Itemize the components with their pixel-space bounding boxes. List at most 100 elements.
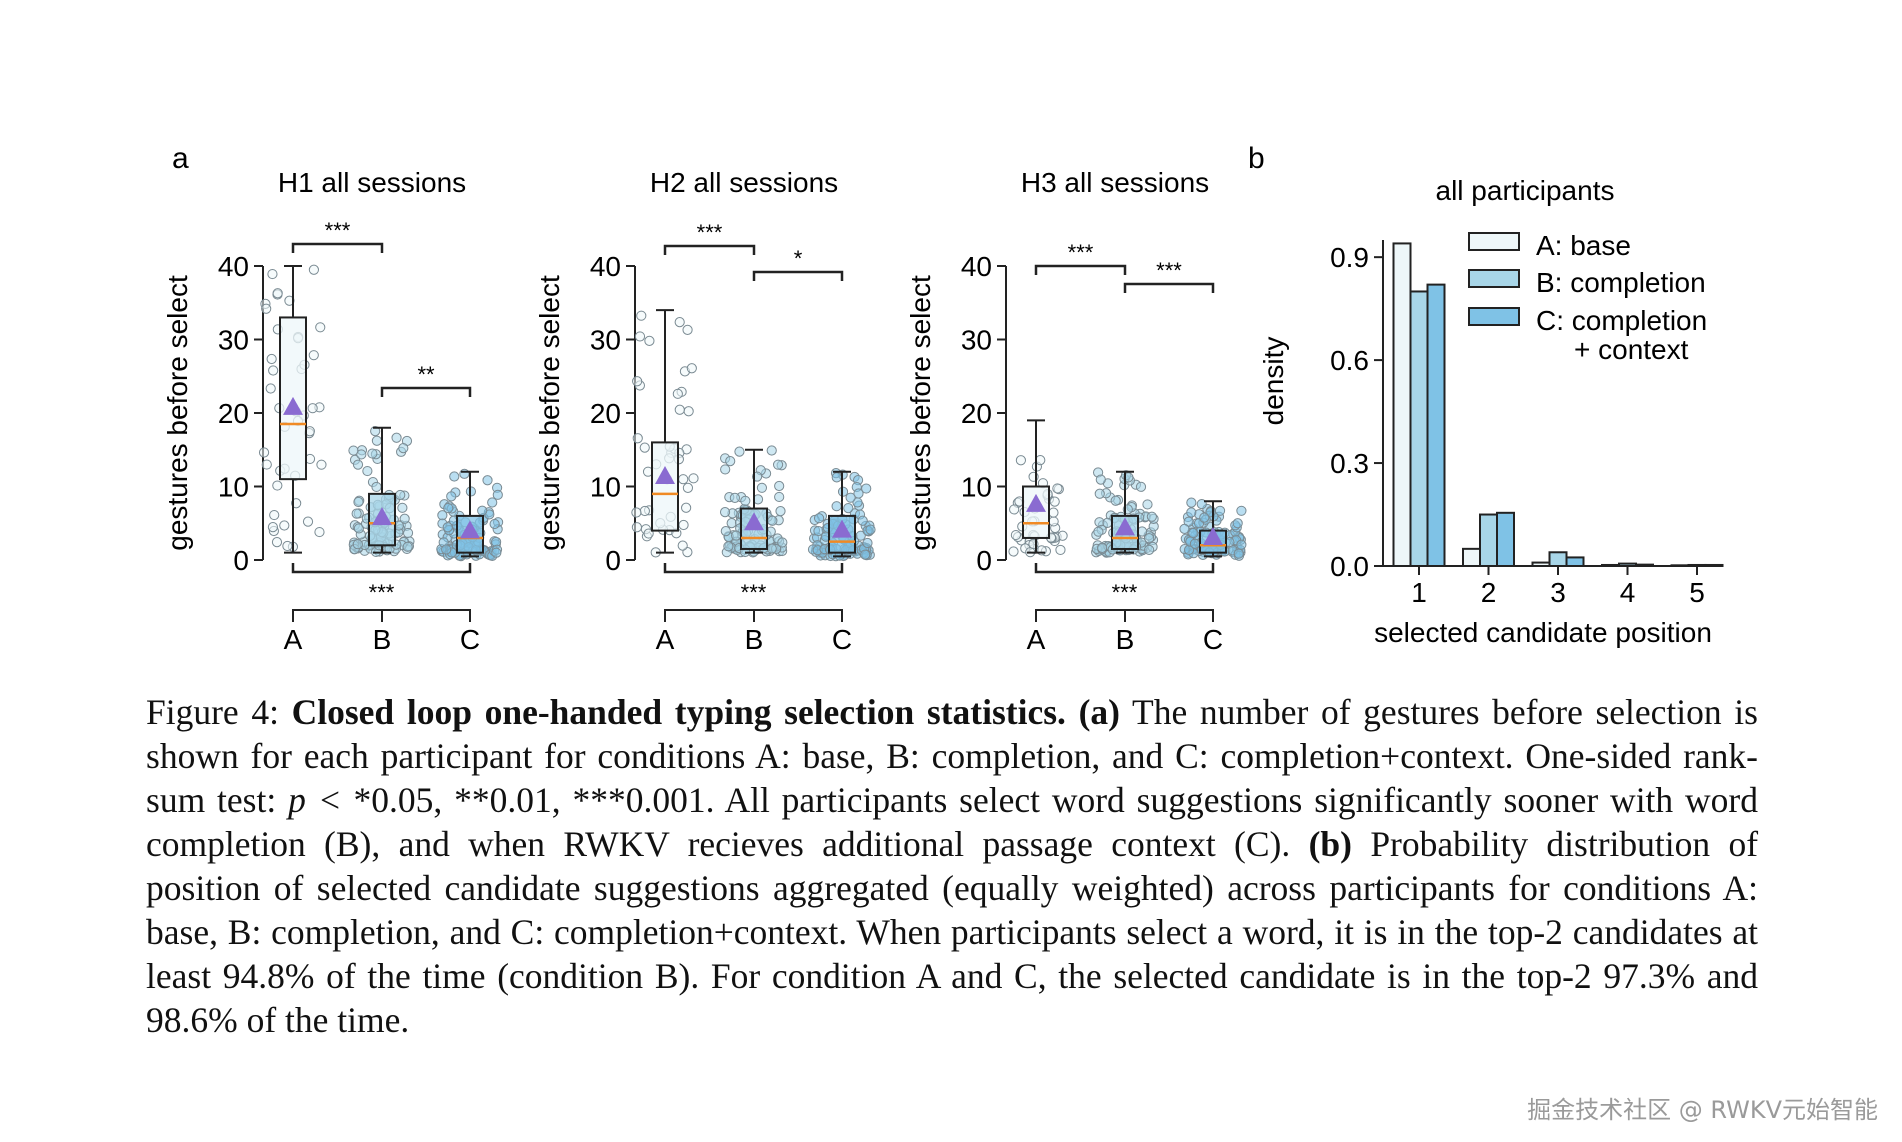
data-point bbox=[441, 544, 452, 555]
data-point bbox=[353, 496, 364, 508]
x-tick-label: A bbox=[656, 624, 675, 655]
data-point bbox=[261, 303, 272, 314]
data-point bbox=[636, 310, 647, 321]
data-point bbox=[491, 547, 502, 558]
data-point bbox=[315, 322, 326, 333]
data-point bbox=[682, 482, 694, 493]
data-point bbox=[1052, 483, 1063, 494]
sig-label: *** bbox=[1112, 580, 1138, 605]
data-point bbox=[730, 530, 742, 541]
data-point bbox=[772, 459, 784, 470]
sig-label: *** bbox=[1068, 240, 1094, 265]
hist-x-tick-label: 2 bbox=[1481, 577, 1497, 608]
data-point bbox=[774, 480, 785, 492]
data-point bbox=[1199, 512, 1210, 523]
data-point bbox=[266, 353, 277, 365]
x-tick-label: B bbox=[373, 624, 392, 655]
y-axis-label: gestures before select bbox=[534, 275, 565, 551]
data-point bbox=[398, 443, 409, 454]
data-point bbox=[272, 288, 283, 299]
data-point bbox=[688, 473, 699, 484]
hist-bar bbox=[1496, 511, 1515, 568]
data-point bbox=[639, 505, 650, 517]
panel-b-letter: b bbox=[1248, 142, 1265, 175]
data-point bbox=[442, 522, 453, 533]
data-point bbox=[367, 448, 378, 459]
data-point bbox=[813, 513, 825, 524]
hist-x-tick-label: 3 bbox=[1550, 577, 1566, 608]
y-tick-label: 20 bbox=[218, 398, 249, 429]
data-point bbox=[837, 486, 849, 497]
sig-bracket bbox=[291, 242, 384, 253]
x-tick-label: A bbox=[284, 624, 303, 655]
data-point bbox=[865, 524, 876, 535]
x-tick-label: C bbox=[460, 624, 480, 655]
data-point bbox=[282, 540, 293, 552]
data-point bbox=[265, 383, 276, 394]
y-tick-label: 40 bbox=[961, 251, 992, 282]
sig-label: *** bbox=[325, 218, 351, 243]
y-tick-label: 30 bbox=[961, 325, 992, 356]
mean-marker bbox=[655, 465, 675, 484]
data-point bbox=[631, 522, 643, 533]
data-point bbox=[316, 459, 327, 470]
data-point bbox=[1236, 505, 1247, 516]
data-point bbox=[492, 489, 503, 500]
data-point bbox=[1048, 507, 1059, 518]
watermark: 掘金技术社区 @ RWKV元始智能 bbox=[1527, 1096, 1878, 1124]
sig-label: ** bbox=[417, 362, 435, 387]
data-point bbox=[845, 492, 856, 503]
x-tick-label: B bbox=[745, 624, 764, 655]
caption-title: Closed loop one-handed typing selection … bbox=[291, 692, 1066, 732]
sig-bracket bbox=[663, 563, 844, 574]
data-point bbox=[1186, 497, 1197, 508]
data-point bbox=[674, 317, 685, 328]
data-point bbox=[643, 528, 654, 539]
x-tick-label: C bbox=[1203, 624, 1223, 655]
y-axis-label: gestures before select bbox=[162, 275, 193, 551]
hist-title: all participants bbox=[1436, 175, 1615, 206]
data-point bbox=[644, 335, 655, 346]
y-tick-label: 10 bbox=[961, 472, 992, 503]
sig-label: *** bbox=[1156, 258, 1182, 283]
data-point bbox=[399, 513, 410, 524]
data-point bbox=[308, 350, 319, 361]
data-point bbox=[1009, 504, 1020, 515]
data-point bbox=[682, 324, 693, 335]
data-point bbox=[314, 526, 325, 538]
hist-bar bbox=[1426, 283, 1446, 567]
data-point bbox=[1144, 544, 1155, 555]
y-tick-label: 30 bbox=[590, 325, 621, 356]
x-tick-label: B bbox=[1116, 624, 1135, 655]
data-point bbox=[402, 527, 414, 539]
data-point bbox=[672, 388, 683, 399]
box-panel-1: H1 all sessions 0 10 20 30 40 gestures before … bbox=[162, 167, 504, 655]
data-point bbox=[1188, 528, 1199, 539]
data-point bbox=[1015, 455, 1027, 466]
y-tick-label: 0 bbox=[976, 545, 992, 576]
data-point bbox=[1135, 481, 1147, 492]
sig-bracket bbox=[663, 244, 756, 255]
data-point bbox=[1110, 495, 1121, 506]
hist-bar bbox=[1409, 290, 1429, 567]
data-point bbox=[831, 501, 842, 512]
data-point bbox=[843, 503, 854, 514]
figure-caption: Figure 4: Closed loop one-handed typing … bbox=[146, 690, 1758, 1042]
hist-x-tick-label: 5 bbox=[1689, 577, 1705, 608]
data-point bbox=[1146, 511, 1157, 522]
data-point bbox=[1189, 538, 1201, 549]
data-point bbox=[352, 459, 364, 470]
sig-bracket bbox=[1034, 264, 1127, 275]
data-point bbox=[862, 537, 873, 549]
data-point bbox=[371, 435, 383, 446]
data-point bbox=[631, 507, 642, 518]
data-point bbox=[302, 516, 314, 527]
caption-text-2: *0.05, **0.01, ***0.001. All participant… bbox=[146, 780, 1758, 864]
data-point bbox=[279, 520, 290, 531]
data-point bbox=[725, 456, 736, 467]
data-point bbox=[308, 264, 320, 275]
mean-marker bbox=[372, 507, 392, 526]
hist-y-tick-label: 0.3 bbox=[1330, 448, 1369, 479]
data-point bbox=[723, 541, 734, 552]
data-point bbox=[1144, 533, 1155, 544]
